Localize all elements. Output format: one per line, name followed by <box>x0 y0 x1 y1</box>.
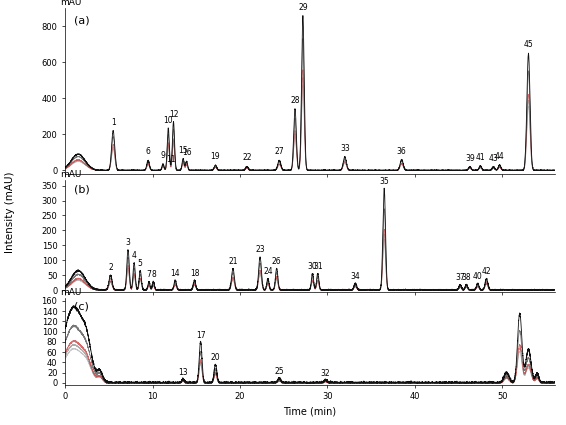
Text: 2: 2 <box>108 264 113 272</box>
Text: (c): (c) <box>74 302 89 312</box>
Text: 32: 32 <box>321 369 331 378</box>
Text: 4: 4 <box>132 252 136 261</box>
Text: 14: 14 <box>170 269 180 278</box>
Text: mAU: mAU <box>60 0 82 7</box>
Text: 5: 5 <box>138 259 143 268</box>
Text: 44: 44 <box>495 152 504 161</box>
Text: (a): (a) <box>74 15 89 25</box>
Text: 35: 35 <box>379 177 389 186</box>
Text: 28: 28 <box>290 96 300 105</box>
Text: 25: 25 <box>275 367 284 376</box>
Text: mAU: mAU <box>60 170 82 178</box>
Text: 18: 18 <box>190 269 199 278</box>
Text: 24: 24 <box>263 267 273 276</box>
Text: 39: 39 <box>465 154 475 163</box>
Text: 38: 38 <box>461 273 471 282</box>
Text: 10: 10 <box>164 116 173 125</box>
Text: 45: 45 <box>524 40 533 49</box>
Text: 1: 1 <box>111 118 115 127</box>
Text: 3: 3 <box>126 238 131 247</box>
Text: 8: 8 <box>151 270 156 279</box>
Text: 19: 19 <box>211 152 220 162</box>
Text: 15: 15 <box>178 146 188 155</box>
Text: 26: 26 <box>272 257 281 266</box>
Text: 37: 37 <box>456 273 465 282</box>
Text: 11: 11 <box>166 155 175 164</box>
Text: 17: 17 <box>196 331 205 340</box>
Text: 30: 30 <box>308 262 318 271</box>
Text: 43: 43 <box>488 154 498 163</box>
Text: 6: 6 <box>145 147 151 156</box>
X-axis label: Time (min): Time (min) <box>284 407 336 417</box>
Text: 34: 34 <box>350 272 360 281</box>
Text: 21: 21 <box>228 257 238 266</box>
Text: 9: 9 <box>161 151 165 160</box>
Text: 29: 29 <box>298 3 308 11</box>
Text: 36: 36 <box>397 147 406 156</box>
Text: 41: 41 <box>475 153 485 162</box>
Text: 27: 27 <box>275 147 284 156</box>
Text: (b): (b) <box>74 184 89 194</box>
Text: Intensity (mAU): Intensity (mAU) <box>5 172 15 253</box>
Text: 7: 7 <box>147 270 152 279</box>
Text: 12: 12 <box>169 110 178 119</box>
Text: 16: 16 <box>182 148 191 157</box>
Text: 22: 22 <box>242 153 252 162</box>
Text: 20: 20 <box>211 353 220 363</box>
Text: 42: 42 <box>482 267 491 276</box>
Text: 13: 13 <box>178 368 188 377</box>
Text: 33: 33 <box>340 144 350 153</box>
Text: 23: 23 <box>255 246 265 255</box>
Text: mAU: mAU <box>60 289 82 298</box>
Text: 31: 31 <box>313 262 323 271</box>
Text: 40: 40 <box>473 272 483 281</box>
